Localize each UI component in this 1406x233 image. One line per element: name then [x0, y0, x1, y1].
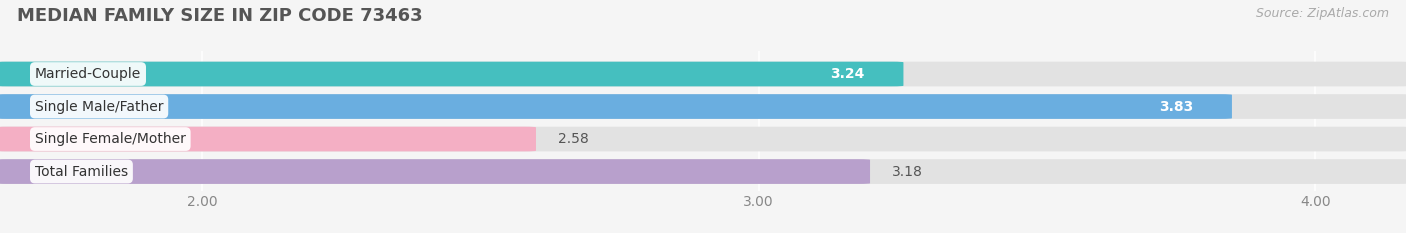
FancyBboxPatch shape [0, 159, 1406, 184]
FancyBboxPatch shape [0, 62, 904, 86]
FancyBboxPatch shape [0, 159, 870, 184]
FancyBboxPatch shape [0, 127, 1406, 151]
Text: 3.24: 3.24 [830, 67, 865, 81]
FancyBboxPatch shape [0, 62, 1406, 86]
Text: 3.83: 3.83 [1159, 99, 1192, 113]
Text: Married-Couple: Married-Couple [35, 67, 141, 81]
FancyBboxPatch shape [0, 94, 1232, 119]
FancyBboxPatch shape [0, 94, 1406, 119]
Text: MEDIAN FAMILY SIZE IN ZIP CODE 73463: MEDIAN FAMILY SIZE IN ZIP CODE 73463 [17, 7, 422, 25]
Text: Single Male/Father: Single Male/Father [35, 99, 163, 113]
Text: Total Families: Total Families [35, 164, 128, 178]
Text: Single Female/Mother: Single Female/Mother [35, 132, 186, 146]
Text: Source: ZipAtlas.com: Source: ZipAtlas.com [1256, 7, 1389, 20]
Text: 3.18: 3.18 [893, 164, 924, 178]
FancyBboxPatch shape [0, 127, 536, 151]
Text: 2.58: 2.58 [558, 132, 589, 146]
